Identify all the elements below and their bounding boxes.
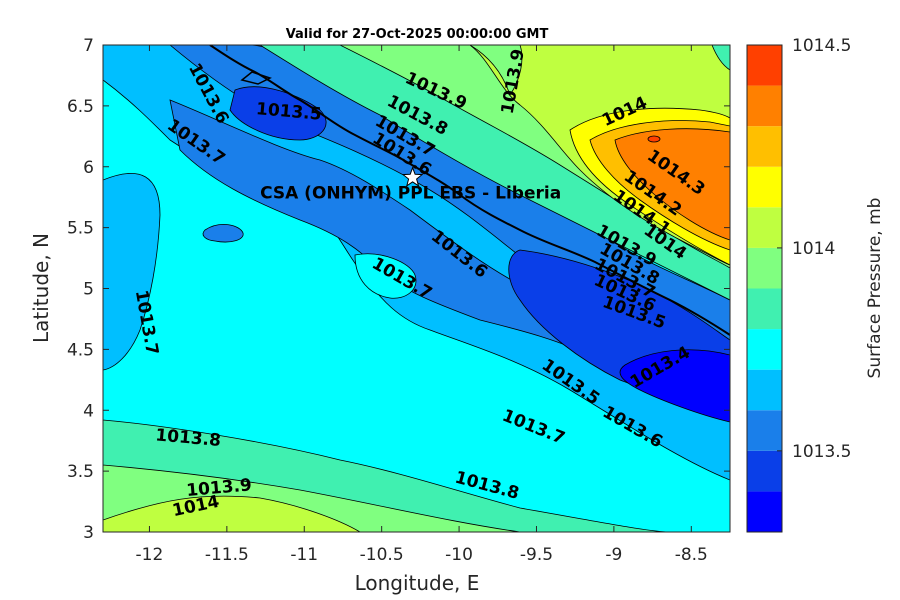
colorbar [747,45,782,532]
band-1014-3 [614,128,730,241]
x-tick-label: -11 [290,545,318,565]
contour-field [103,45,730,532]
band-1013-5-patch [202,224,244,243]
y-tick-label: 5 [83,280,94,300]
site-layer: CSA (ONHYM) PPL EBS - Liberia [260,166,561,204]
colorbar-band [747,369,782,411]
x-tick-label: -10.5 [360,545,404,565]
colorbar-band [747,45,782,86]
colorbar-band [747,329,782,370]
coastline [209,45,730,336]
colorbar-ticks: 1013.5 1014 1014.5 [777,36,851,462]
y-tick-label: 4.5 [67,340,94,360]
colorbar-frame [746,44,783,533]
band-1014-south [103,495,361,532]
y-tick-label: 6.5 [67,97,94,117]
coastline-islet [240,71,272,85]
site-star-icon [401,166,424,187]
band-1013-9-notch [469,45,523,96]
y-tick-label: 7 [83,36,94,56]
y-axis-label: Latitude, N [29,233,53,343]
colorbar-band [747,126,782,167]
band-1013-3-se [619,349,730,423]
y-tick-label: 4 [83,401,94,421]
x-tick-label: -9 [605,545,622,565]
colorbar-band [747,288,782,330]
colorbar-band [747,450,782,492]
colorbar-tick-label: 1014.5 [792,36,851,56]
x-tick-label: -10 [445,545,473,565]
colorbar-band [747,247,782,289]
colorbar-band [747,207,782,248]
band-1014-4 [647,135,661,143]
colorbar-band [747,491,782,532]
band-1013-8-ne-spot [711,45,730,71]
y-tick-label: 3.5 [67,462,94,482]
colorbar-band [747,410,782,451]
x-axis-label: Longitude, E [355,571,480,595]
x-tick-label: -12 [136,545,164,565]
chart-title: Valid for 27-Oct-2025 00:00:00 GMT [286,27,549,42]
colorbar-band [747,166,782,208]
y-tick-label: 3 [83,523,94,543]
band-1013-6-west [103,173,161,371]
y-axis-ticks: 3 3.5 4 4.5 5 5.5 6 6.5 7 [67,36,730,543]
x-tick-label: -8.5 [675,545,708,565]
colorbar-tick-label: 1014 [792,239,835,259]
x-tick-label: -9.5 [520,545,553,565]
colorbar-label: Surface Pressure, mb [865,198,885,379]
band-1013-7-island [354,253,417,299]
y-tick-label: 5.5 [67,219,94,239]
x-axis-ticks: -12 -11.5 -11 -10.5 -10 -9.5 -9 -8.5 [136,45,708,565]
colorbar-tick-label: 1013.5 [792,442,851,462]
colorbar-band [747,85,782,127]
site-label: CSA (ONHYM) PPL EBS - Liberia [260,184,561,204]
x-tick-label: -11.5 [205,545,249,565]
y-tick-label: 6 [83,158,94,178]
